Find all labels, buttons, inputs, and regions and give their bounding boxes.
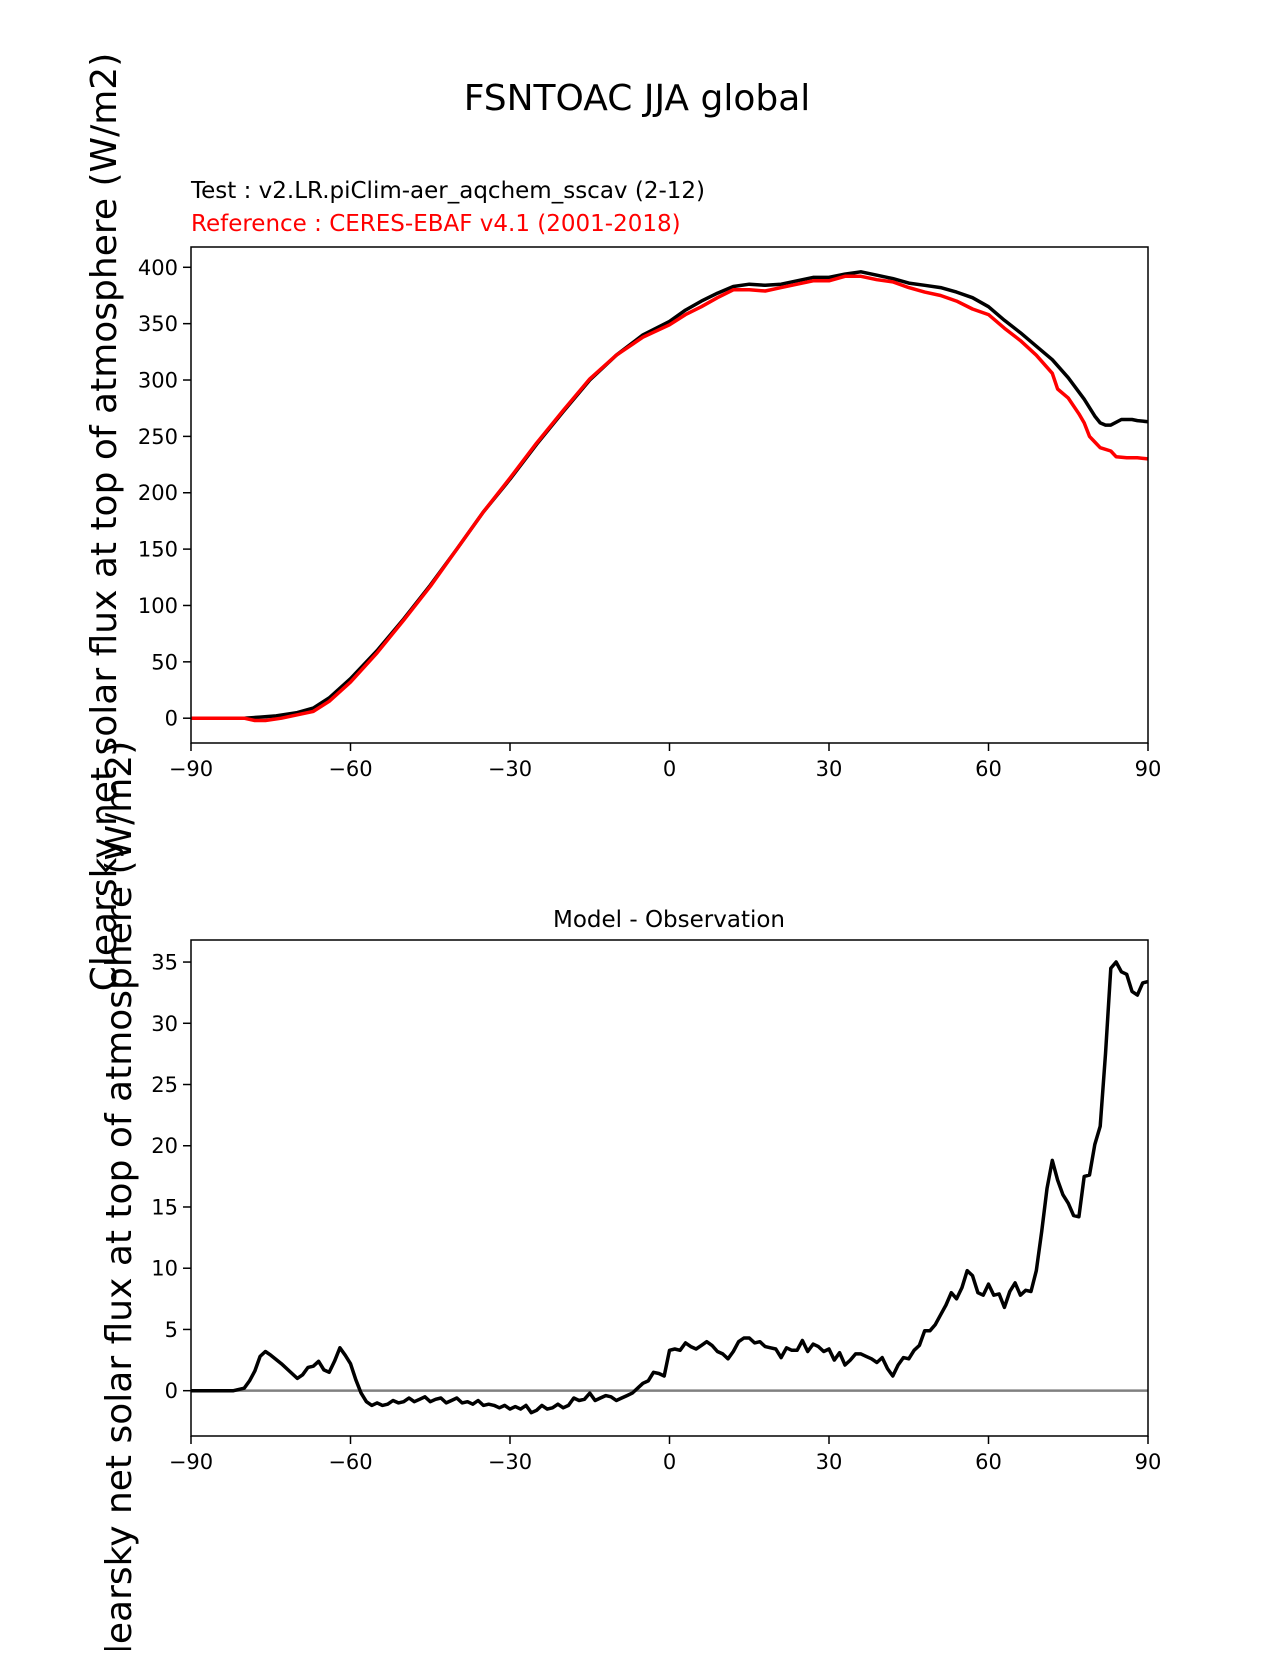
- x-tick-label: 90: [1135, 1450, 1162, 1474]
- y-tick-label: 5: [165, 1318, 178, 1342]
- bottom-panel: −90 −60 −30 0 30 60 90 0 5 10 15 20 25 30 35: [151, 939, 1162, 1474]
- y-tick-label: 0: [165, 707, 178, 731]
- figure-ylabel-top: Clearsky net solar flux at top of atmosp…: [84, 53, 125, 992]
- x-tick-label: −90: [169, 1450, 213, 1474]
- x-tick-label: 90: [1135, 757, 1162, 781]
- test-subtitle: Test : v2.LR.piClim-aer_aqchem_sscav (2-…: [190, 178, 705, 204]
- y-tick-label: 15: [151, 1195, 178, 1219]
- y-tick-label: 50: [151, 650, 178, 674]
- y-tick-label: 300: [138, 369, 178, 393]
- y-tick-label: 100: [138, 594, 178, 618]
- series-line-test: [191, 270, 1149, 720]
- y-tick-label: 0: [165, 1379, 178, 1403]
- y-tick-label: 200: [138, 481, 178, 505]
- top-yticks: 0 50 100 150 200 250 300 350 400: [138, 256, 191, 731]
- series-line-model-observation: [191, 960, 1149, 1415]
- x-tick-label: 0: [663, 757, 676, 781]
- bottom-xticks: −90 −60 −30 0 30 60 90: [169, 1436, 1162, 1474]
- y-tick-label: 10: [151, 1257, 178, 1281]
- x-tick-label: −60: [328, 757, 372, 781]
- y-tick-label: 400: [138, 256, 178, 280]
- bottom-series-layer: [191, 960, 1149, 1415]
- x-tick-label: 60: [975, 757, 1002, 781]
- y-tick-label: 250: [138, 425, 178, 449]
- x-tick-label: −60: [328, 1450, 372, 1474]
- x-tick-label: 60: [975, 1450, 1002, 1474]
- y-tick-label: 35: [151, 951, 178, 975]
- top-series-layer: [191, 270, 1149, 723]
- reference-subtitle: Reference : CERES-EBAF v4.1 (2001-2018): [191, 211, 681, 237]
- y-tick-label: 150: [138, 538, 178, 562]
- figure-ylabel-bottom: Clearsky net solar flux at top of atmosp…: [99, 741, 140, 1650]
- series-line-reference: [191, 274, 1149, 723]
- x-tick-label: −30: [488, 757, 532, 781]
- y-tick-label: 20: [151, 1134, 178, 1158]
- y-tick-label: 25: [151, 1073, 178, 1097]
- difference-title: Model - Observation: [553, 907, 785, 933]
- x-tick-label: 30: [816, 1450, 843, 1474]
- x-tick-label: 0: [663, 1450, 676, 1474]
- top-panel: −90 −60 −30 0 30 60 90 0 50 100 150 200 250 300 350 40…: [138, 246, 1162, 781]
- x-tick-label: −90: [169, 757, 213, 781]
- top-xticks: −90 −60 −30 0 30 60 90: [169, 743, 1162, 781]
- y-tick-label: 30: [151, 1012, 178, 1036]
- x-tick-label: −30: [488, 1450, 532, 1474]
- y-tick-label: 350: [138, 312, 178, 336]
- x-tick-label: 30: [816, 757, 843, 781]
- bottom-yticks: 0 5 10 15 20 25 30 35: [151, 951, 191, 1403]
- figure-title: FSNTOAC JJA global: [464, 78, 811, 119]
